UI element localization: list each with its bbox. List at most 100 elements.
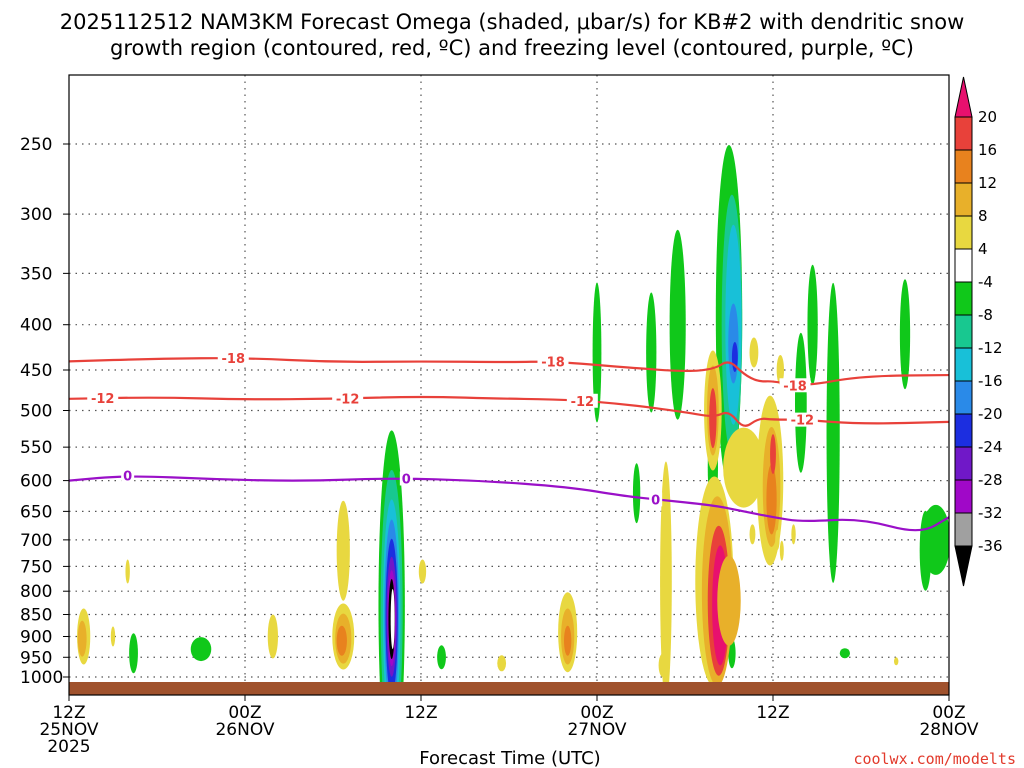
y-tick-label: 900 xyxy=(20,627,52,647)
omega-cell xyxy=(749,337,759,368)
chart-title-line1: 2025112512 NAM3KM Forecast Omega (shaded… xyxy=(60,10,965,34)
colorbar-level-label: -4 xyxy=(978,273,993,291)
contour-label: 0 xyxy=(123,469,132,484)
plot-area xyxy=(69,75,949,695)
y-tick-label: 500 xyxy=(20,402,52,422)
y-tick-label: 850 xyxy=(20,606,52,626)
y-tick-label: 400 xyxy=(20,316,52,336)
colorbar-level-label: -36 xyxy=(978,537,1003,555)
omega-cell xyxy=(592,282,602,423)
omega-cell xyxy=(497,655,507,672)
omega-cell xyxy=(770,434,776,475)
colorbar-swatch xyxy=(954,512,973,547)
colorbar-swatch xyxy=(954,182,973,217)
colorbar-bottom-arrow xyxy=(954,545,973,587)
y-tick-label: 800 xyxy=(20,582,52,602)
colorbar-swatch xyxy=(954,116,973,151)
omega-core-center xyxy=(390,589,395,650)
colorbar-swatch xyxy=(954,281,973,316)
omega-cell xyxy=(336,500,350,601)
omega-cell xyxy=(646,292,657,413)
contour-label: -18 xyxy=(783,379,807,394)
colorbar-swatch xyxy=(954,347,973,382)
colorbar-level-label: -16 xyxy=(978,372,1003,390)
omega-cell xyxy=(658,653,668,678)
contour-label-bg xyxy=(399,471,413,486)
omega-cell xyxy=(795,332,807,473)
x-tick-label: 12Z xyxy=(52,703,85,723)
y-tick-label: 700 xyxy=(20,531,52,551)
omega-cell xyxy=(807,264,818,385)
y-tick-label: 450 xyxy=(20,361,52,381)
x-tick-label: 00Z xyxy=(228,703,261,723)
colorbar-swatch xyxy=(954,413,973,448)
colorbar-level-label: 8 xyxy=(978,207,988,225)
colorbar-swatch xyxy=(954,479,973,514)
x-tick-label: 27NOV xyxy=(567,720,626,740)
omega-cell xyxy=(669,229,686,420)
omega-cell xyxy=(791,524,796,545)
x-axis-label: Forecast Time (UTC) xyxy=(419,748,600,768)
x-tick-label: 2025 xyxy=(47,737,90,757)
contour-label-bg xyxy=(566,393,598,408)
y-axis: 2503003504004505005506006507007508008509… xyxy=(20,135,69,688)
y-tick-label: 750 xyxy=(20,557,52,577)
colorbar-swatch xyxy=(954,215,973,250)
omega-cell xyxy=(660,461,672,695)
x-tick-label: 28NOV xyxy=(919,720,978,740)
contour-label: 0 xyxy=(651,493,660,508)
y-tick-label: 300 xyxy=(20,205,52,225)
contour-label-bg xyxy=(121,468,135,483)
colorbar-level-label: -12 xyxy=(978,339,1003,357)
omega-shading xyxy=(77,144,949,695)
omega-cell xyxy=(437,645,446,670)
colorbar-legend: 20 16 12 8 4 -4 -8 -12 -16 -20 -24 -28 -32 -36 xyxy=(954,76,1003,587)
contour-label-bg xyxy=(786,412,818,427)
colorbar-top-arrow xyxy=(954,76,973,118)
temperature-contours: -18 -18 -18 -12 -12 -12 -12 0 0 0 xyxy=(69,350,949,532)
contour-line xyxy=(69,475,949,532)
omega-cell xyxy=(564,625,572,656)
chart-title-line2: growth region (contoured, red, ºC) and f… xyxy=(110,36,914,60)
omega-cell xyxy=(709,388,717,449)
contour-label: -12 xyxy=(571,395,595,410)
omega-cell xyxy=(775,529,780,550)
contour-label: -12 xyxy=(336,392,360,407)
omega-cell xyxy=(129,633,138,674)
colorbar-swatch xyxy=(954,380,973,415)
contour-label-bg xyxy=(217,350,249,365)
y-tick-label: 350 xyxy=(20,264,52,284)
contour-line xyxy=(69,395,949,427)
omega-cell xyxy=(776,354,784,385)
contour-label: 0 xyxy=(402,472,411,487)
omega-cell xyxy=(728,303,739,384)
contour-label: -18 xyxy=(541,355,565,370)
colorbar-swatch xyxy=(954,248,973,283)
y-tick-label: 250 xyxy=(20,135,52,155)
omega-cell xyxy=(632,463,641,524)
contour-line xyxy=(69,357,949,386)
colorbar-level-label: 20 xyxy=(978,108,997,126)
omega-cell xyxy=(125,559,130,584)
contour-label: -12 xyxy=(91,392,115,407)
omega-cell xyxy=(839,648,850,659)
omega-cell xyxy=(723,427,765,508)
omega-cell xyxy=(919,510,932,591)
colorbar-swatch xyxy=(954,446,973,481)
omega-cell xyxy=(77,620,87,657)
colorbar-swatch xyxy=(954,314,973,349)
omega-cell xyxy=(717,555,741,646)
colorbar-level-label: -28 xyxy=(978,471,1003,489)
colorbar-swatch xyxy=(954,149,973,184)
omega-cell xyxy=(899,279,911,390)
omega-cell xyxy=(110,626,116,647)
colorbar-level-label: -20 xyxy=(978,405,1003,423)
x-tick-label: 00Z xyxy=(932,703,965,723)
omega-cell xyxy=(779,540,784,561)
x-tick-label: 26NOV xyxy=(215,720,274,740)
omega-cell xyxy=(728,638,736,669)
y-tick-label: 550 xyxy=(20,438,52,458)
y-tick-label: 600 xyxy=(20,472,52,492)
